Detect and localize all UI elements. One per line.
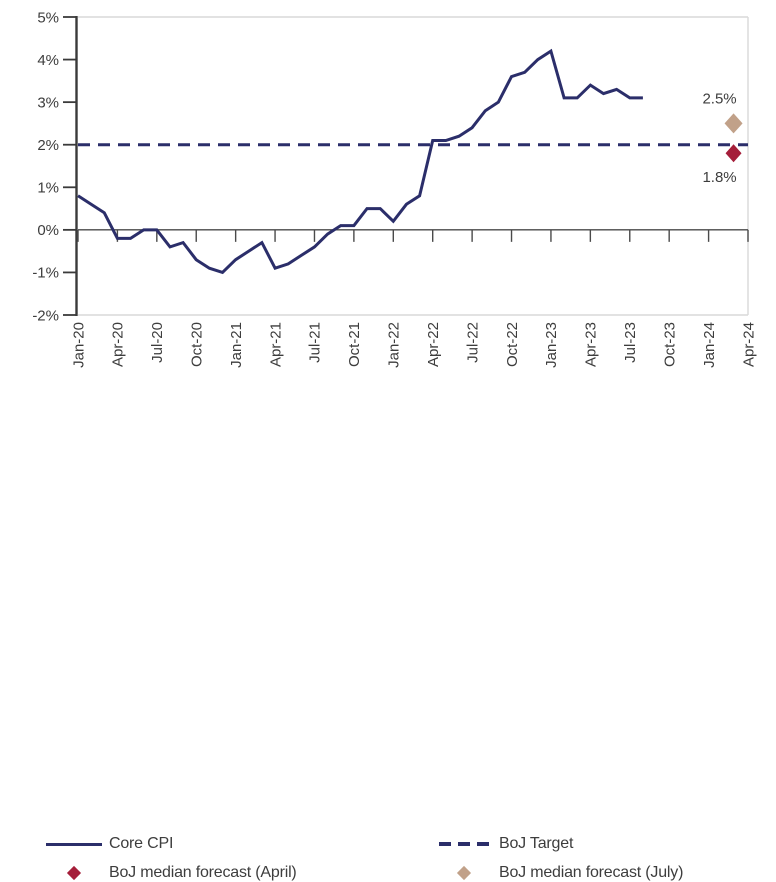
cpi-chart-figure: 5% 4% 3% 2% 1% 0% -1% -2% Jan-20 Apr-20 Jul-20 Oct-…: [0, 9, 776, 881]
legend-item-forecast-july: BoJ median forecast (July): [436, 864, 683, 882]
boj-target-dash-swatch: [436, 835, 492, 853]
x-tick-label: Jan-21: [228, 322, 245, 368]
y-tick-label: 2%: [37, 137, 59, 154]
core-cpi-line-swatch: [46, 835, 102, 853]
x-tick-label: Oct-21: [346, 322, 363, 367]
x-tick-label: Apr-23: [583, 322, 600, 367]
x-tick-label: Jan-23: [543, 322, 560, 368]
x-tick-label: Apr-22: [425, 322, 442, 367]
x-tick-label: Jul-23: [622, 322, 639, 363]
legend-label-core-cpi: Core CPI: [109, 835, 174, 852]
x-tick-label: Apr-21: [267, 322, 284, 367]
legend-label-forecast-april: BoJ median forecast (April): [109, 864, 297, 881]
x-tick-label: Oct-20: [188, 322, 205, 367]
forecast-value-label: 1.8%: [702, 169, 736, 186]
legend-label-forecast-july: BoJ median forecast (July): [499, 864, 684, 881]
x-tick-label: Oct-23: [661, 322, 678, 367]
forecast-marker: [724, 113, 743, 134]
y-tick-label: 5%: [37, 9, 59, 26]
tan-diamond-icon: [456, 865, 472, 881]
y-tick-label: 3%: [37, 94, 59, 111]
x-tick-label: Jul-22: [464, 322, 481, 363]
x-tick-label: Jan-20: [70, 322, 87, 368]
legend-item-forecast-april: BoJ median forecast (April): [46, 864, 297, 882]
forecast-april-swatch: [46, 864, 102, 882]
dashed-line-icon: [439, 842, 489, 846]
red-diamond-icon: [66, 865, 82, 881]
x-tick-label: Oct-22: [504, 322, 521, 367]
legend-item-core-cpi: Core CPI: [46, 835, 173, 853]
forecast-marker: [725, 144, 742, 163]
chart-legend: Core CPI BoJ Target BoJ median forecast …: [0, 415, 776, 881]
y-tick-label: 1%: [37, 180, 59, 197]
x-tick-label: Apr-24: [740, 322, 757, 367]
solid-line-icon: [46, 842, 102, 846]
core-cpi-line: [77, 48, 643, 275]
x-tick-label: Jul-21: [307, 322, 324, 363]
legend-label-boj-target: BoJ Target: [499, 835, 574, 852]
y-tick-label: 4%: [37, 52, 59, 69]
legend-item-boj-target: BoJ Target: [436, 835, 573, 853]
x-tick-label: Apr-20: [110, 322, 127, 367]
y-tick-label: 0%: [37, 222, 59, 239]
x-tick-label: Jul-20: [149, 322, 166, 363]
forecast-july-swatch: [436, 864, 492, 882]
y-tick-label: -2%: [32, 307, 59, 324]
x-tick-label: Jan-24: [701, 322, 718, 368]
forecast-value-label: 2.5%: [702, 90, 736, 107]
y-tick-label: -1%: [32, 265, 59, 282]
x-tick-label: Jan-22: [386, 322, 403, 368]
cpi-chart-plot: 5% 4% 3% 2% 1% 0% -1% -2% Jan-20 Apr-20 Jul-20 Oct-…: [32, 9, 757, 368]
